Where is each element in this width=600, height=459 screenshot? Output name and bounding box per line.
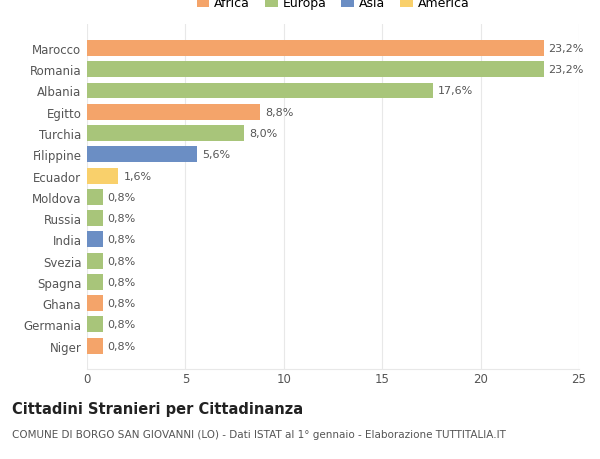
Bar: [87, 126, 244, 142]
Bar: [87, 147, 197, 163]
Bar: [87, 338, 103, 354]
Text: 8,8%: 8,8%: [265, 107, 293, 118]
Text: 0,8%: 0,8%: [107, 235, 136, 245]
Bar: [87, 253, 103, 269]
Text: 8,0%: 8,0%: [250, 129, 278, 139]
Bar: [87, 211, 103, 227]
Text: 0,8%: 0,8%: [107, 277, 136, 287]
Bar: [87, 105, 260, 120]
Bar: [87, 274, 103, 290]
Text: 0,8%: 0,8%: [107, 256, 136, 266]
Bar: [87, 232, 103, 248]
Text: 1,6%: 1,6%: [124, 171, 152, 181]
Legend: Africa, Europa, Asia, America: Africa, Europa, Asia, America: [197, 0, 469, 10]
Bar: [87, 168, 118, 184]
Text: 0,8%: 0,8%: [107, 298, 136, 308]
Bar: [87, 41, 544, 57]
Bar: [87, 190, 103, 205]
Text: 0,8%: 0,8%: [107, 319, 136, 330]
Text: 23,2%: 23,2%: [548, 44, 584, 54]
Bar: [87, 296, 103, 311]
Bar: [87, 317, 103, 333]
Text: 0,8%: 0,8%: [107, 192, 136, 202]
Text: 5,6%: 5,6%: [202, 150, 230, 160]
Bar: [87, 62, 544, 78]
Text: 0,8%: 0,8%: [107, 341, 136, 351]
Text: 23,2%: 23,2%: [548, 65, 584, 75]
Text: 17,6%: 17,6%: [438, 86, 473, 96]
Text: 0,8%: 0,8%: [107, 213, 136, 224]
Text: Cittadini Stranieri per Cittadinanza: Cittadini Stranieri per Cittadinanza: [12, 402, 303, 417]
Text: COMUNE DI BORGO SAN GIOVANNI (LO) - Dati ISTAT al 1° gennaio - Elaborazione TUTT: COMUNE DI BORGO SAN GIOVANNI (LO) - Dati…: [12, 429, 506, 439]
Bar: [87, 84, 433, 99]
